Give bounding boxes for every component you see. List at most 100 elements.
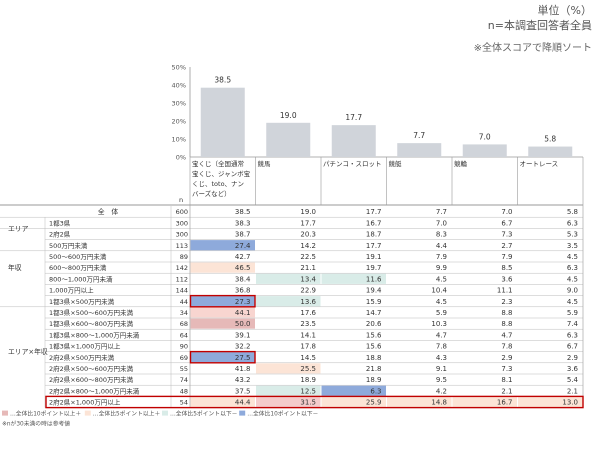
bar (200, 87, 245, 157)
cell-value: 19.0 (300, 208, 316, 216)
reference-note: ※nが30未満の時は参考値 (2, 420, 70, 428)
row-n: 54 (180, 399, 188, 407)
cell-value: 22.9 (300, 287, 316, 295)
bar (528, 146, 573, 157)
row-label: 500万円未満 (49, 241, 88, 250)
cell-value: 14.8 (431, 399, 447, 407)
cell-value: 2.3 (501, 298, 512, 306)
row-label: 1都3県 (49, 219, 71, 227)
cell-value: 14.2 (300, 242, 316, 250)
cell-value: 18.9 (300, 376, 316, 384)
row-n: 55 (180, 365, 188, 373)
highlight-cell (256, 296, 321, 307)
highlight-cell (452, 396, 517, 408)
cell-value: 20.3 (300, 231, 316, 239)
cell-value: 7.4 (567, 320, 579, 328)
row-label: 1,000万円以上 (49, 286, 94, 295)
row-n: 74 (180, 376, 188, 384)
row-n: 142 (176, 264, 188, 272)
cell-value: 18.8 (366, 354, 382, 362)
cell-value: 4.5 (567, 298, 578, 306)
cell-value: 11.6 (366, 275, 382, 283)
n-header: n (179, 196, 183, 204)
column-header: パチンコ・スロット (323, 160, 382, 168)
cell-value: 15.6 (366, 331, 382, 339)
cell-value: 25.9 (366, 399, 382, 407)
row-label: 1都3県×800〜1,000万円未満 (49, 330, 140, 339)
cell-value: 5.8 (567, 208, 578, 216)
bar-data-label: 19.0 (280, 111, 297, 120)
bar-data-label: 5.8 (544, 135, 556, 144)
cell-value: 27.3 (235, 298, 251, 306)
cell-value: 23.5 (300, 320, 316, 328)
sort-note: ※全体スコアで降順ソート (473, 43, 592, 54)
cell-value: 19.7 (366, 264, 382, 272)
cell-value: 14.7 (366, 309, 382, 317)
cell-value: 8.1 (501, 376, 512, 384)
row-label: 2府2県×500万円未満 (49, 353, 115, 362)
row-n: 89 (180, 253, 188, 261)
row-n: 300 (176, 231, 188, 239)
highlight-cell (190, 262, 255, 273)
cell-value: 16.7 (366, 219, 382, 227)
row-n: 90 (180, 343, 188, 351)
cell-value: 7.3 (501, 231, 512, 239)
cell-value: 7.8 (501, 343, 512, 351)
cell-outline (189, 350, 256, 364)
cell-value: 13.4 (300, 275, 316, 283)
cell-value: 32.2 (235, 343, 251, 351)
row-n: 64 (180, 331, 188, 339)
cell-value: 9.5 (436, 376, 447, 384)
cell-value: 17.7 (300, 219, 316, 227)
row-label: 1都3県×500〜600万円未満 (49, 308, 134, 317)
y-tick-label: 30% (172, 100, 186, 108)
y-tick-label: 20% (172, 118, 186, 126)
highlight-cell (256, 273, 321, 284)
cell-value: 4.5 (436, 298, 447, 306)
highlight-cell (190, 396, 255, 408)
cell-value: 5.9 (436, 309, 447, 317)
cell-value: 42.7 (235, 253, 251, 261)
cell-value: 2.1 (501, 387, 512, 395)
bar (397, 143, 442, 157)
column-header: 宝くじ、ジャンボ宝 (192, 169, 251, 178)
cell-value: 10.4 (431, 287, 447, 295)
row-label: 2府2県×500〜600万円未満 (49, 364, 134, 373)
cell-value: 15.6 (366, 343, 382, 351)
cell-value: 7.7 (436, 208, 447, 216)
row-n: 112 (176, 275, 188, 283)
unit-label: 単位（%） (537, 4, 592, 17)
cell-value: 20.6 (366, 320, 382, 328)
highlight-cell (321, 273, 386, 284)
cell-value: 4.5 (436, 275, 447, 283)
legend-label: …全体比5ポイント以下－ (170, 410, 237, 418)
cell-value: 46.5 (235, 264, 251, 272)
column-header: オートレース (520, 160, 559, 168)
row-n: 113 (176, 242, 188, 250)
cell-value: 18.9 (366, 376, 382, 384)
cell-value: 2.7 (501, 242, 512, 250)
cell-value: 6.3 (567, 264, 578, 272)
legend-swatch (84, 410, 91, 416)
row-label: 2府2県 (49, 230, 71, 239)
row-label: 1都3県×500万円未満 (49, 297, 115, 306)
cell-value: 2.1 (567, 387, 578, 395)
cell-value: 21.1 (300, 264, 316, 272)
y-tick-label: 50% (172, 64, 186, 72)
cell-value: 2.9 (501, 354, 512, 362)
cell-value: 44.1 (235, 309, 251, 317)
cell-value: 13.6 (300, 298, 316, 306)
cell-value: 5.4 (567, 376, 579, 384)
legend-label: …全体比10ポイント以上＋ (10, 410, 81, 418)
cell-value: 27.5 (235, 354, 251, 362)
highlight-cell (387, 396, 452, 408)
cell-value: 22.5 (300, 253, 316, 261)
cell-value: 19.1 (366, 253, 382, 261)
cell-value: 17.7 (366, 208, 382, 216)
cell-value: 6.7 (501, 219, 512, 227)
column-header: 競馬 (258, 159, 272, 168)
highlight-cell (190, 240, 255, 251)
cell-value: 8.8 (501, 309, 512, 317)
cell-value: 4.5 (567, 275, 578, 283)
bar (331, 125, 376, 157)
